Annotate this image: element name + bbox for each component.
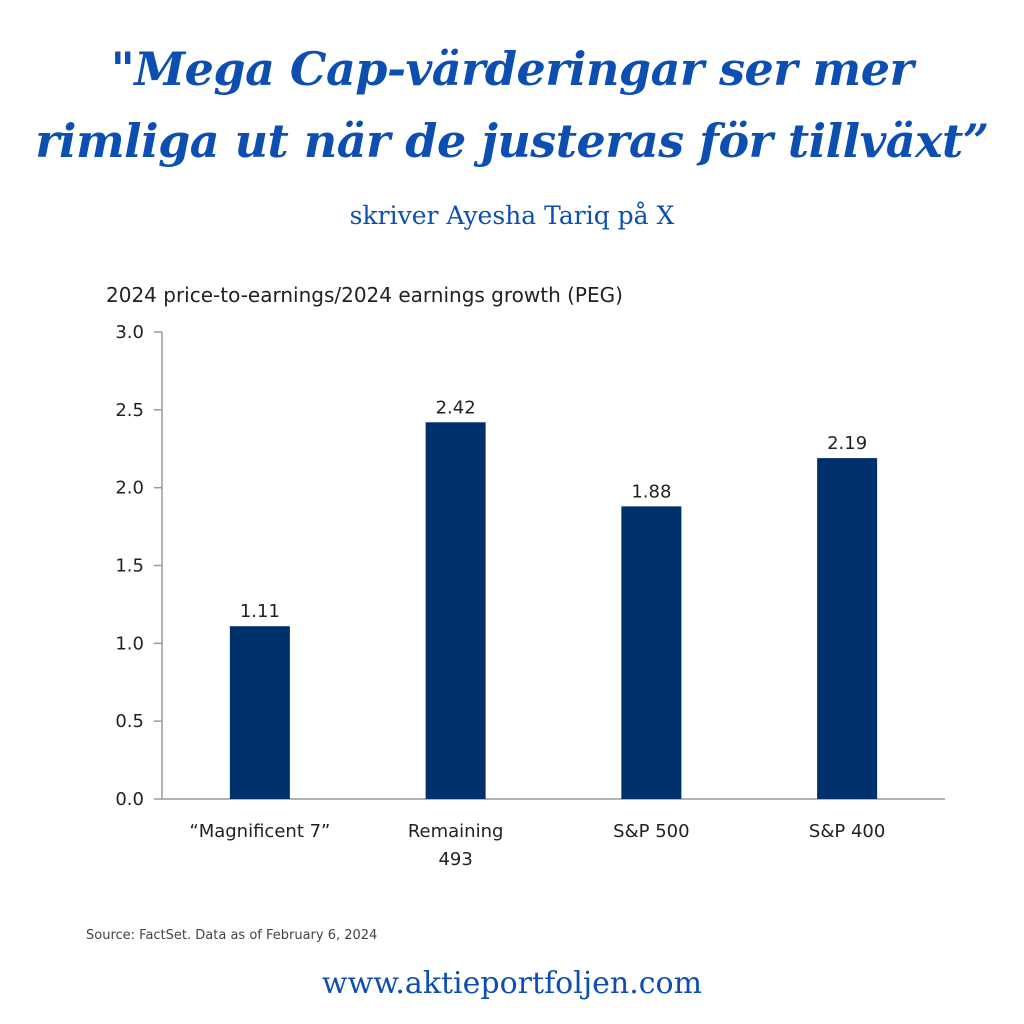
chart-source: Source: FactSet. Data as of February 6, … <box>86 928 377 943</box>
y-tick-label: 0.0 <box>115 789 144 810</box>
y-tick-label: 1.0 <box>115 633 144 654</box>
y-tick-label: 0.5 <box>115 711 144 732</box>
subheadline: skriver Ayesha Tariq på X <box>349 201 675 230</box>
category-labels: “Magnificent 7” Remaining 493 S&P 500 S&P 40… <box>189 821 885 870</box>
headline-line-1: "Mega Cap-värderingar ser mer <box>110 42 914 96</box>
value-labels: 1.11 2.42 1.88 2.19 <box>240 397 867 622</box>
category-label: “Magnificent 7” <box>189 821 330 842</box>
bar <box>425 422 486 799</box>
bar <box>621 506 682 799</box>
y-tick-label: 2.0 <box>115 478 144 499</box>
category-label: 493 <box>438 849 472 870</box>
chart-title: 2024 price-to-earnings/2024 earnings gro… <box>106 283 623 307</box>
value-label: 2.42 <box>436 397 476 418</box>
value-label: 1.88 <box>631 481 671 502</box>
bars <box>229 422 878 799</box>
website-url: www.aktieportfoljen.com <box>321 966 703 1001</box>
headline-line-2: rimliga ut när de justeras för tillväxt” <box>35 114 989 168</box>
category-label: Remaining <box>408 821 504 842</box>
y-axis: 0.0 0.5 1.0 1.5 2.0 2.5 3.0 <box>115 322 163 810</box>
value-label: 2.19 <box>827 433 867 454</box>
category-label: S&P 500 <box>613 821 689 842</box>
y-tick-label: 3.0 <box>115 322 144 343</box>
y-tick-label: 2.5 <box>115 400 144 421</box>
category-label: S&P 400 <box>809 821 885 842</box>
value-label: 1.11 <box>240 601 280 622</box>
bar <box>817 458 878 799</box>
bar <box>229 626 290 799</box>
y-tick-label: 1.5 <box>115 556 144 577</box>
